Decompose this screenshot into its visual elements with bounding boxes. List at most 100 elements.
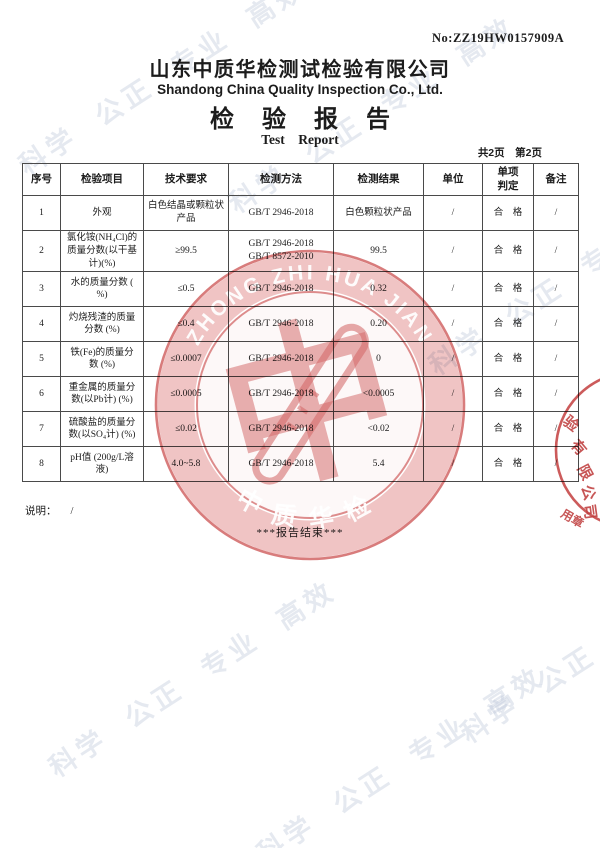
note-value: /	[70, 506, 74, 517]
table-cell: 0.32	[333, 271, 424, 308]
note-label: 说明：	[25, 506, 57, 517]
table-cell: 1	[22, 195, 61, 231]
edge-seal-char: 公	[577, 483, 598, 503]
table-cell: 重金属的质量分 数(以Pb计) (%)	[60, 376, 144, 413]
table-cell: 99.5	[333, 229, 424, 273]
table-cell: 合 格	[482, 229, 534, 273]
table-cell: <0.02	[333, 411, 424, 448]
table-cell: GB/T 2946-2018	[228, 411, 334, 448]
column-header-method: 检测方法	[228, 163, 334, 196]
table-cell: ≤0.4	[143, 306, 229, 343]
column-header-judgement: 单项 判定	[482, 163, 534, 196]
table-cell: 5.4	[333, 446, 424, 483]
table-row: 8 pH值 (200g/L溶 液) 4.0~5.8 GB/T 2946-2018 5.4…	[22, 446, 579, 483]
table-cell: pH值 (200g/L溶 液)	[60, 446, 144, 483]
report-title-en: Test Report	[261, 132, 339, 147]
watermark-text: 科学 公正 专业 高效	[455, 541, 600, 750]
table-cell: 白色结晶或颗粒状 产品	[143, 195, 229, 231]
table-cell: <0.0005	[333, 376, 424, 413]
watermark-text: 科学 公正 专业 高效	[251, 661, 550, 848]
table-row: 4 灼烧残渣的质量 分数 (%) ≤0.4 GB/T 2946-2018 0.20/合 …	[22, 306, 579, 343]
table-row: 2 氯化铵(NH₄Cl)的 质量分数(以干基 计)(%) ≥99.5 GB/T 294…	[22, 229, 579, 273]
table-row: 1 外观 白色结晶或颗粒状 产品 GB/T 2946-2018 白色颗粒状产品 / 合 格 /	[22, 195, 579, 231]
table-cell: 合 格	[482, 271, 534, 308]
edge-seal-char: 司	[580, 503, 599, 520]
report-end-marker: ***报告结束***	[256, 527, 344, 539]
table-cell: 7	[22, 411, 61, 448]
table-cell: GB/T 2946-2018 GB/T 8572-2010	[228, 229, 334, 273]
table-cell: 8	[22, 446, 61, 483]
company-name-cn: 山东中质华检测试检验有限公司	[149, 59, 451, 81]
column-header-item: 检验项目	[60, 163, 144, 196]
report-table-body: 1 外观 白色结晶或颗粒状 产品 GB/T 2946-2018 白色颗粒状产品 / 合 格 /…	[22, 195, 579, 483]
company-name-en: Shandong China Quality Inspection Co., L…	[157, 82, 443, 97]
table-cell: 合 格	[482, 306, 534, 343]
table-cell: 外观	[60, 195, 144, 231]
table-cell: 0	[333, 341, 424, 378]
table-cell: 合 格	[482, 376, 534, 413]
report-title-cn: 检验报告	[0, 99, 600, 134]
table-row: 5 铁(Fe)的质量分 数 (%) ≤0.0007 GB/T 2946-2018 0/合…	[22, 341, 579, 378]
table-header-row: 序号 检验项目 技术要求 检测方法 检测结果 单位 单项 判定 备注	[22, 163, 579, 196]
table-cell: /	[423, 271, 483, 308]
table-cell: /	[423, 411, 483, 448]
table-row: 6 重金属的质量分 数(以Pb计) (%) ≤0.0005 GB/T 2946-201…	[22, 376, 579, 413]
table-cell: /	[533, 229, 579, 273]
table-cell: /	[423, 229, 483, 273]
column-header-requirement: 技术要求	[143, 163, 229, 196]
table-cell: 5	[22, 341, 61, 378]
table-cell: GB/T 2946-2018	[228, 195, 334, 231]
note-line: 说明： /	[25, 503, 73, 518]
table-cell: 合 格	[482, 411, 534, 448]
column-header-result: 检测结果	[333, 163, 424, 196]
column-header-remark: 备注	[533, 163, 579, 196]
table-row: 3 水的质量分数 ( %) ≤0.5 GB/T 2946-2018 0.32/合 格 /	[22, 271, 579, 308]
test-results-table: 序号 检验项目 技术要求 检测方法 检测结果 单位 单项 判定 备注 1 外观 白色…	[22, 163, 579, 483]
table-cell: /	[533, 306, 579, 343]
table-cell: /	[533, 271, 579, 308]
table-cell: 白色颗粒状产品	[333, 195, 424, 231]
report-title-cn-text: 检验报告	[210, 106, 418, 133]
table-cell: 4.0~5.8	[143, 446, 229, 483]
table-cell: /	[423, 341, 483, 378]
table-cell: /	[423, 195, 483, 231]
table-cell: ≤0.02	[143, 411, 229, 448]
table-cell: 6	[22, 376, 61, 413]
table-cell: 合 格	[482, 195, 534, 231]
table-cell: GB/T 2946-2018	[228, 271, 334, 308]
column-header-index: 序号	[22, 163, 61, 196]
table-cell: 2	[22, 229, 61, 273]
table-cell: 4	[22, 306, 61, 343]
table-cell: 氯化铵(NH₄Cl)的 质量分数(以干基 计)(%)	[60, 229, 144, 273]
table-cell: /	[533, 195, 579, 231]
column-header-unit: 单位	[423, 163, 483, 196]
table-cell: ≤0.0005	[143, 376, 229, 413]
table-cell: /	[533, 411, 579, 448]
table-cell: 水的质量分数 ( %)	[60, 271, 144, 308]
table-cell: ≥99.5	[143, 229, 229, 273]
table-cell: /	[423, 306, 483, 343]
watermark-text: 科学 公正 专业 高效	[43, 575, 342, 784]
table-cell: 0.20	[333, 306, 424, 343]
table-cell: GB/T 2946-2018	[228, 341, 334, 378]
table-cell: 3	[22, 271, 61, 308]
table-cell: /	[533, 446, 579, 483]
table-cell: 灼烧残渣的质量 分数 (%)	[60, 306, 144, 343]
table-cell: GB/T 2946-2018	[228, 446, 334, 483]
table-cell: ≤0.0007	[143, 341, 229, 378]
table-cell: 铁(Fe)的质量分 数 (%)	[60, 341, 144, 378]
table-cell: /	[423, 446, 483, 483]
table-cell: GB/T 2946-2018	[228, 306, 334, 343]
table-cell: /	[533, 376, 579, 413]
page-indicator: 共2页 第2页	[477, 147, 542, 159]
report-number: No:ZZ19HW0157909A	[432, 31, 565, 45]
table-row: 7 硫酸盐的质量分 数(以SO₄计) (%) ≤0.02 GB/T 2946-2018…	[22, 411, 579, 448]
table-cell: /	[533, 341, 579, 378]
table-cell: 硫酸盐的质量分 数(以SO₄计) (%)	[60, 411, 144, 448]
table-cell: /	[423, 376, 483, 413]
table-cell: 合 格	[482, 341, 534, 378]
table-cell: 合 格	[482, 446, 534, 483]
table-cell: GB/T 2946-2018	[228, 376, 334, 413]
table-cell: ≤0.5	[143, 271, 229, 308]
